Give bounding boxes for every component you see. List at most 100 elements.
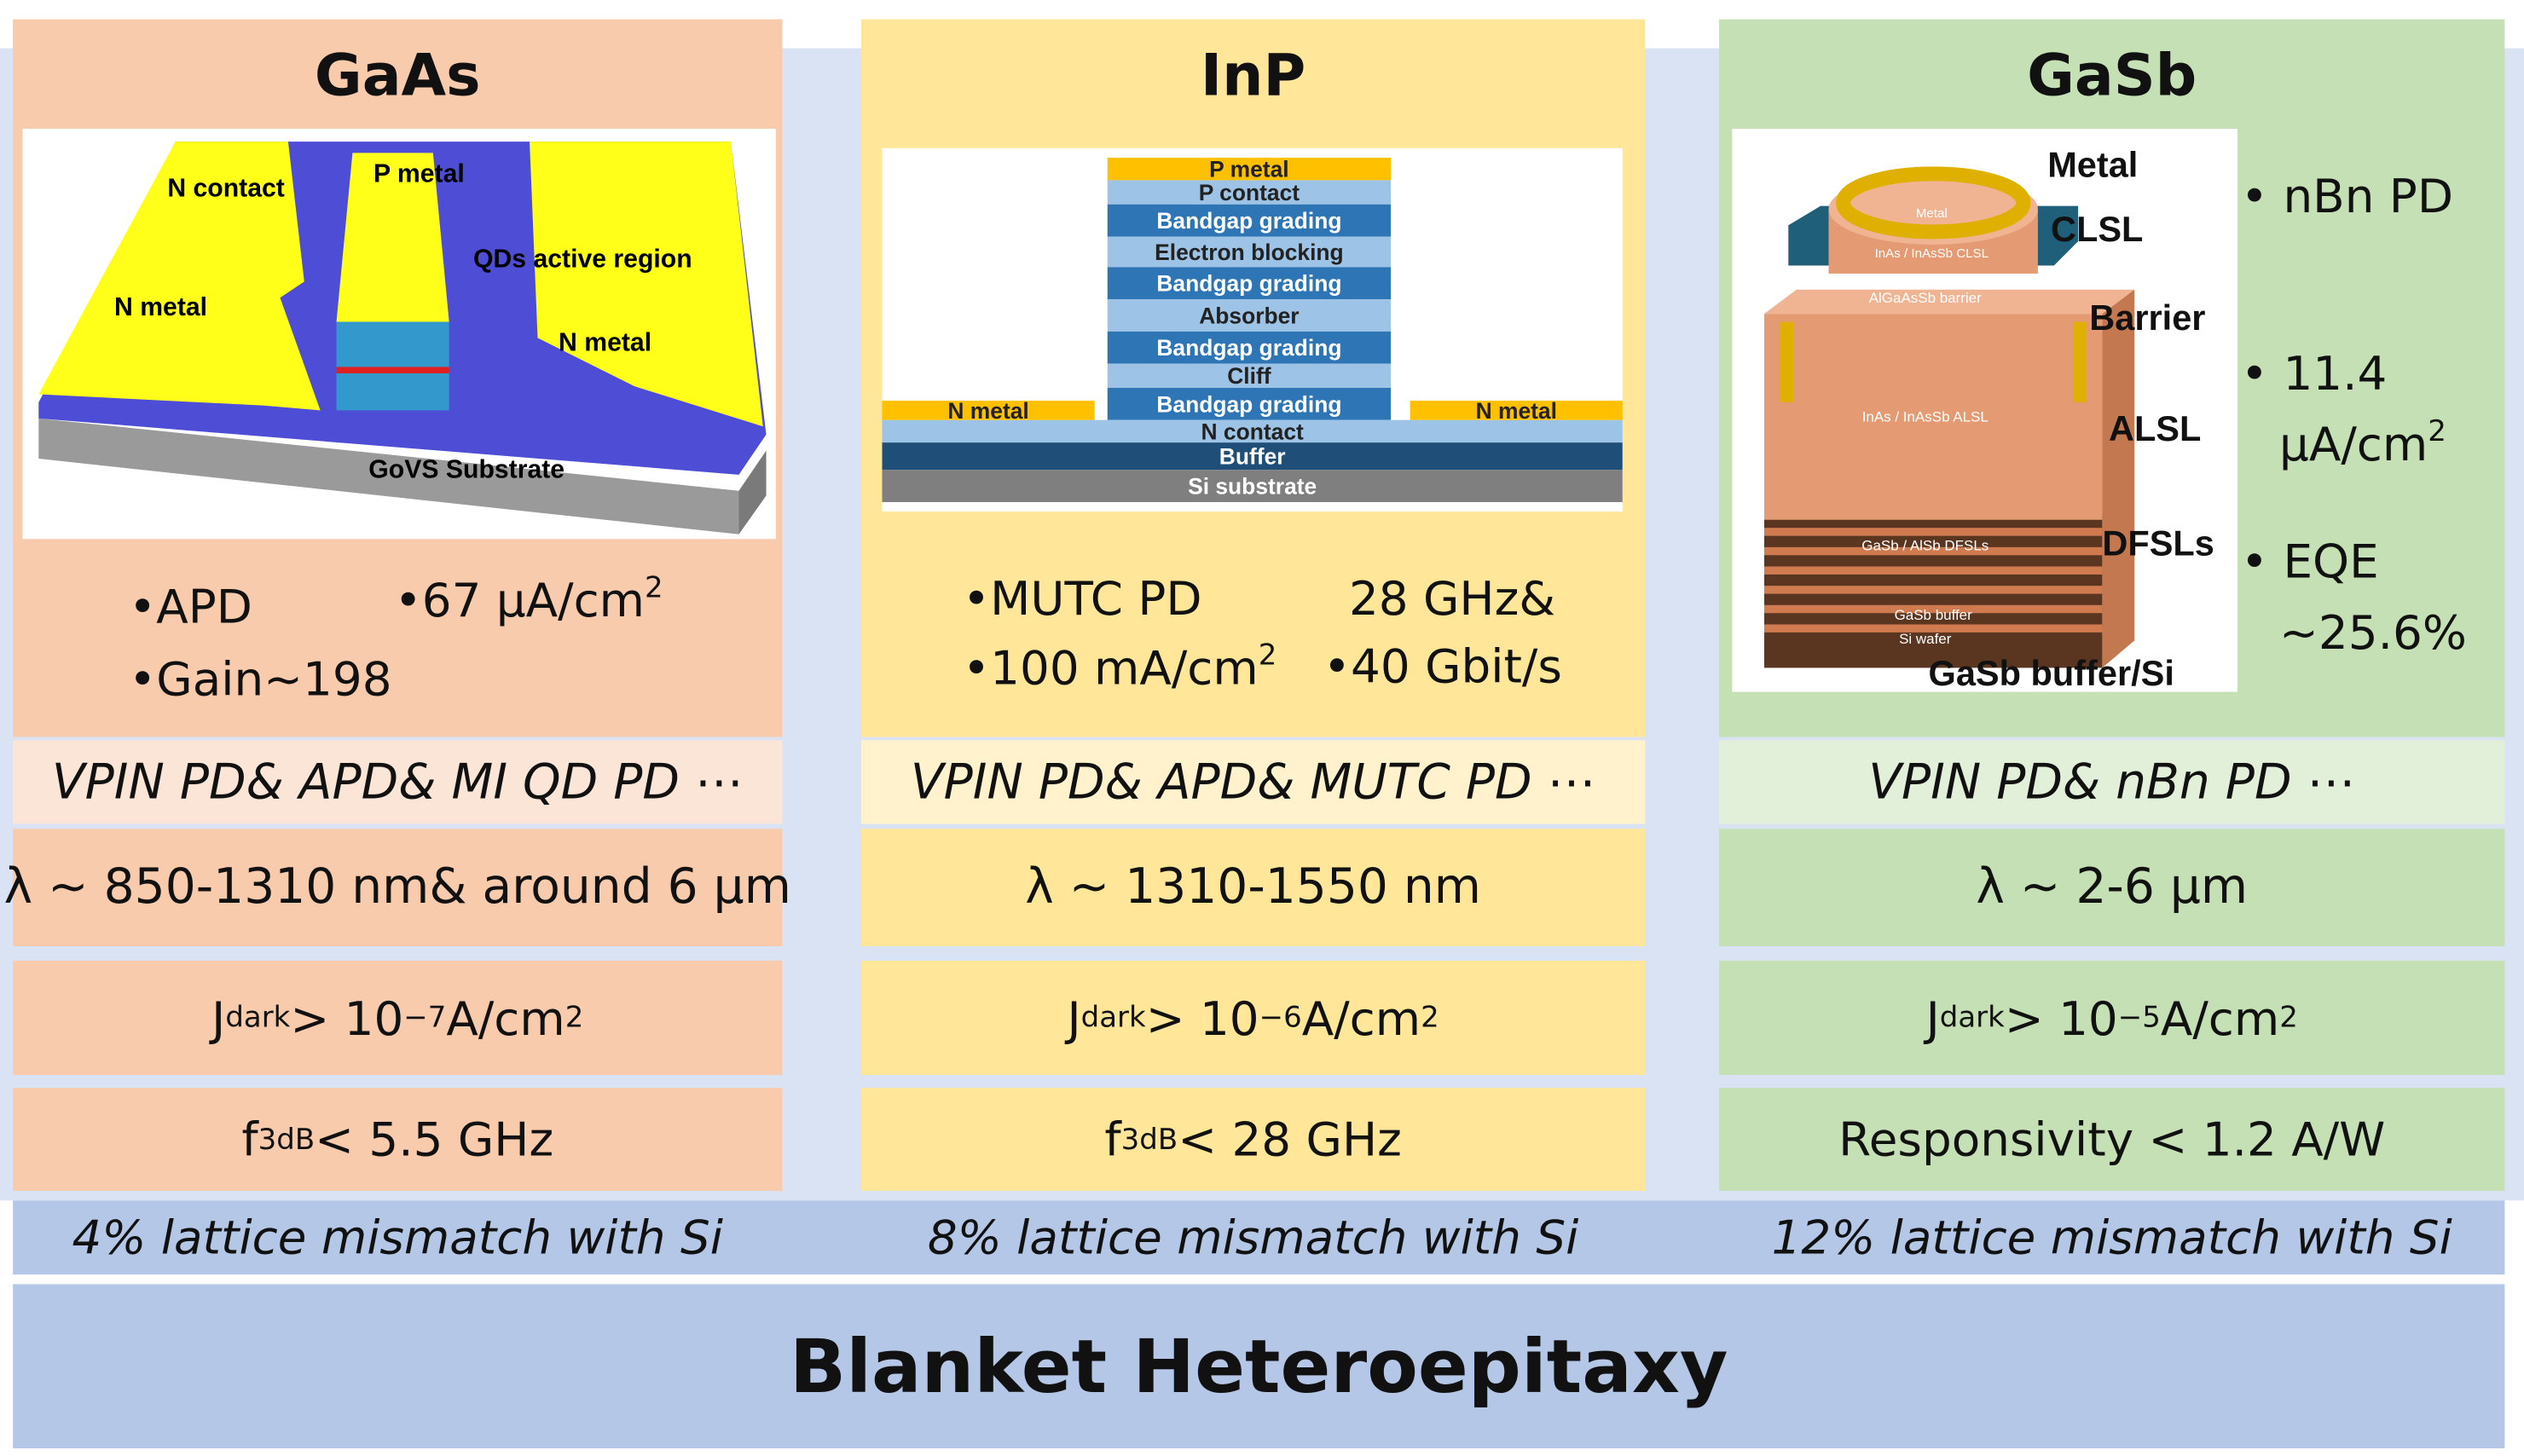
bullet: • 11.4 [2241, 346, 2388, 401]
block-side [2102, 289, 2135, 668]
bullet: 28 GHz& [1349, 571, 1555, 626]
text-part: > 10 [290, 990, 404, 1046]
bullet: • EQE [2241, 534, 2379, 589]
mismatch-text: 4% lattice mismatch with Si [72, 1210, 723, 1265]
text-part: 3dB [1120, 1122, 1178, 1157]
text-part: 2 [1258, 638, 1277, 673]
text-part: J [1067, 990, 1081, 1046]
text-part: 2 [645, 571, 663, 605]
layer-label: Bandgap grading [1156, 271, 1341, 297]
figure-label: P metal [373, 159, 465, 188]
text-part: −5 [2117, 1001, 2161, 1035]
text-part: > 10 [2004, 990, 2118, 1046]
n-metal-right [530, 142, 763, 427]
layer-label: P metal [1209, 157, 1288, 182]
text-part: > 10 [1145, 990, 1259, 1046]
layer [882, 401, 1095, 420]
bandwidth-row: f 3dB < 5.5 GHz [13, 1088, 783, 1191]
wavelength-row: λ ~ 1310-1550 nm [860, 829, 1646, 946]
devices-row: VPIN PD& APD& MUTC PD ⋯ [860, 740, 1646, 824]
layer [882, 470, 1623, 502]
text-part: J [1925, 990, 1940, 1046]
layer-label: Bandgap grading [1156, 335, 1341, 361]
text-part: dark [1939, 1001, 2005, 1035]
text-part: −6 [1259, 1001, 1302, 1035]
text-part: dark [225, 1001, 291, 1035]
figure-label: CLSL [2051, 209, 2143, 249]
text-part: • EQE [2240, 534, 2379, 589]
layer-label: P contact [1199, 180, 1300, 205]
layer-label: Absorber [1199, 303, 1299, 328]
mismatch-text: 8% lattice mismatch with Si [927, 1210, 1579, 1265]
text-part: 28 GHz& [1348, 571, 1556, 627]
n-metal-left [38, 142, 321, 411]
figure-label: N metal [559, 329, 651, 357]
figure-label: DFSLs [2102, 523, 2214, 563]
text-part: •APD [129, 579, 252, 634]
figure-label: GaSb / AlSb DFSLs [1861, 538, 1989, 554]
text-part: • 11.4 [2240, 345, 2388, 402]
figure-label: InAs / InAsSb ALSL [1862, 409, 1989, 425]
gasb-device-figure: Metal CLSL Barrier ALSL DFSLs GaSb buffer/Si M… [1732, 129, 2237, 692]
layer [1107, 331, 1392, 364]
layer-label: Cliff [1227, 363, 1271, 389]
bullet: μA/cm2 [2279, 415, 2446, 471]
bullet: •40 Gbit/s [1323, 638, 1562, 693]
metal-ring [1835, 166, 2031, 240]
layer-label: Buffer [1219, 444, 1286, 470]
layer [1107, 267, 1392, 300]
text-part: 2 [1421, 1001, 1439, 1035]
metal-strip [2073, 321, 2087, 402]
layer [1410, 401, 1623, 420]
figure-label: QDs active region [473, 245, 692, 273]
column-title: GaAs [314, 43, 481, 109]
figure-label: InAs / InAsSb CLSL [1875, 246, 1989, 261]
dfsl-stripe [1763, 528, 2103, 536]
bullet: •MUTC PD [963, 571, 1202, 626]
layer-label: Bandgap grading [1156, 208, 1341, 234]
layer [1107, 363, 1392, 388]
figure-label: ALSL [2109, 408, 2201, 448]
devices-row: VPIN PD& APD& MI QD PD ⋯ [13, 740, 783, 824]
bullet: •67 μA/cm2 [394, 571, 663, 627]
figure-label: Metal [1916, 206, 1948, 221]
figure-label: Metal [2047, 145, 2138, 185]
bullet: •Gain~198 [129, 652, 392, 707]
figure-label: GoVS Substrate [368, 456, 564, 484]
alsl-block [1763, 314, 2103, 520]
mismatch-text: 12% lattice mismatch with Si [1771, 1210, 2452, 1265]
layer [1107, 204, 1392, 237]
layer-label: Electron blocking [1155, 240, 1344, 265]
devices-row: VPIN PD& nBn PD ⋯ [1719, 740, 2505, 824]
text-part: f [241, 1112, 258, 1167]
text-part: •67 μA/cm [394, 573, 645, 628]
text-part: A/cm [2160, 990, 2280, 1046]
text-part: < 28 GHz [1178, 1112, 1402, 1167]
layer [882, 442, 1623, 471]
column-title: GaSb [2027, 43, 2197, 109]
qd-layer [336, 367, 449, 373]
text-part: J [211, 990, 226, 1046]
figure-label: Barrier [2089, 298, 2205, 338]
gaas-device-figure: N contact P metal QDs active region N metal… [22, 129, 776, 540]
text-part: dark [1080, 1001, 1146, 1035]
wavelength-row: λ ~ 850-1310 nm& around 6 μm [4, 829, 791, 946]
footer-banner: Blanket Heteroepitaxy [13, 1284, 2505, 1448]
text-part: 3dB [258, 1122, 316, 1157]
text-part: −7 [403, 1001, 447, 1035]
text-part: • nBn PD [2240, 169, 2453, 224]
text-part: •Gain~198 [129, 651, 392, 707]
substrate-side [738, 450, 767, 534]
mesa-stack [336, 321, 449, 411]
dfsl-stripe [1763, 624, 2103, 633]
layer [1107, 299, 1392, 332]
substrate-front [38, 418, 739, 534]
metal-strip [1780, 321, 1793, 402]
text-part: 2 [2279, 1001, 2298, 1035]
layer-label: N contact [1201, 419, 1305, 444]
layer [882, 419, 1623, 443]
dfsl-stripe [1763, 604, 2103, 614]
